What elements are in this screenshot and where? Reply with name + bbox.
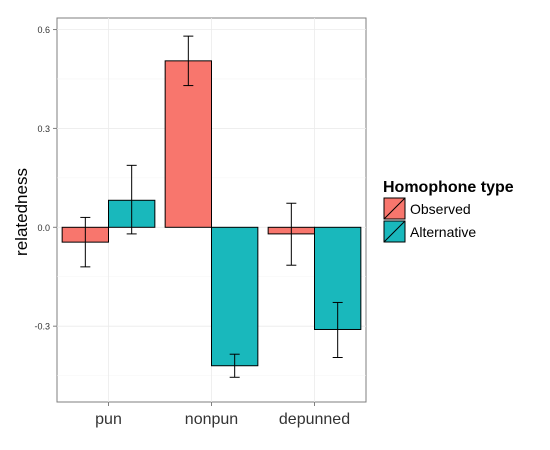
x-tick-label: depunned — [279, 411, 350, 428]
legend-key-slash — [383, 197, 406, 220]
y-axis-label: relatedness — [12, 168, 31, 256]
error-bars-layer — [80, 35, 343, 378]
axes-layer: 0.6 0.3 0.0 -0.3 pun nonpun depunned — [34, 25, 350, 428]
legend-title: Homophone type — [383, 179, 514, 196]
y-tick-label: 0.0 — [37, 223, 50, 233]
y-tick-label: 0.6 — [37, 25, 50, 35]
y-tick-label: 0.3 — [37, 124, 50, 134]
legend-item-alternative: Alternative — [383, 220, 476, 243]
x-tick-label: pun — [95, 411, 122, 428]
legend: Homophone type Observed Alternative — [383, 179, 514, 243]
x-tick-label: nonpun — [185, 411, 238, 428]
bar-alternative-nonpun — [211, 226, 259, 367]
legend-label: Observed — [410, 201, 471, 217]
y-tick-label: -0.3 — [34, 322, 50, 332]
bar-observed-nonpun — [164, 60, 212, 228]
legend-label: Alternative — [410, 224, 476, 240]
legend-item-observed: Observed — [383, 197, 471, 220]
legend-key-slash — [383, 220, 406, 243]
